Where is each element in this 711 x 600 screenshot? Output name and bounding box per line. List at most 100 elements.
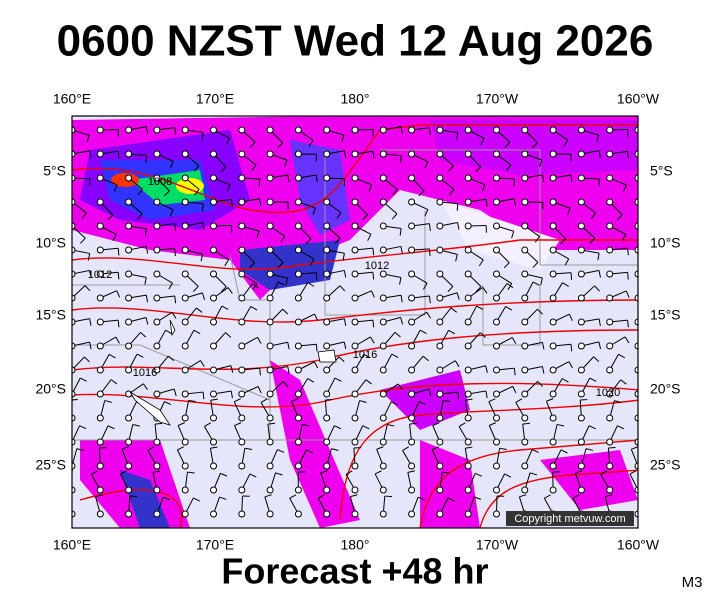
station	[323, 246, 331, 254]
barb-flag	[76, 448, 84, 452]
station	[379, 126, 387, 134]
barb-flag	[563, 140, 569, 147]
barb-flag	[629, 470, 637, 475]
station	[464, 318, 472, 326]
station	[153, 318, 161, 326]
barb-flag	[244, 447, 253, 450]
barb-flag	[210, 398, 218, 401]
station	[238, 366, 246, 374]
barb-flag	[409, 422, 417, 425]
barb-flag	[570, 344, 573, 352]
station	[125, 318, 133, 326]
barb-flag	[475, 286, 482, 293]
barb-staff	[637, 368, 638, 370]
station	[351, 174, 359, 182]
barb-flag	[368, 184, 373, 192]
station	[408, 318, 416, 326]
barb-flag	[432, 422, 440, 426]
barb-flag	[249, 262, 255, 269]
barb-flag	[515, 398, 523, 403]
barb-flag	[399, 277, 402, 285]
station	[521, 414, 529, 422]
barb-flag	[456, 292, 460, 300]
station	[606, 126, 614, 134]
barb-flag	[350, 494, 358, 498]
station	[238, 414, 246, 422]
barb-flag	[596, 134, 600, 143]
barb-flag	[257, 386, 262, 394]
barb-flag	[287, 174, 290, 183]
barb-flag	[474, 472, 483, 477]
station	[606, 150, 614, 158]
station	[238, 342, 246, 350]
barb-flag	[167, 355, 175, 362]
barb-flag	[397, 383, 403, 391]
barb-flag	[210, 446, 218, 449]
station	[351, 270, 359, 278]
station	[96, 246, 104, 254]
barb-flag	[589, 377, 597, 382]
station	[125, 390, 133, 398]
station	[72, 246, 76, 254]
station	[266, 438, 274, 446]
station	[266, 174, 274, 182]
station	[238, 150, 246, 158]
station	[493, 318, 500, 326]
station	[238, 246, 246, 254]
barb-flag	[89, 270, 92, 278]
barb-flag	[140, 332, 147, 338]
barb-flag	[589, 237, 596, 244]
barb-flag	[505, 306, 513, 311]
barb-flag	[362, 214, 368, 221]
barb-flag	[117, 248, 120, 256]
station	[436, 294, 444, 302]
station	[549, 390, 557, 398]
barb-flag	[312, 207, 316, 215]
station	[323, 486, 331, 494]
station	[238, 438, 246, 446]
station	[72, 390, 76, 398]
station	[634, 462, 638, 470]
barb-flag	[200, 254, 204, 262]
station	[379, 390, 387, 398]
barb-flag	[225, 138, 230, 145]
station	[606, 366, 614, 374]
barb-flag	[341, 135, 345, 143]
station	[408, 270, 416, 278]
station	[464, 462, 472, 470]
station	[210, 486, 217, 494]
map-area: 1008 1012 1012 1016 1016 1020 Copyright …	[72, 116, 652, 528]
station	[379, 366, 387, 374]
station	[634, 390, 638, 398]
barb-flag	[647, 189, 652, 195]
barb-flag	[230, 390, 233, 399]
station	[181, 486, 189, 494]
barb-flag	[307, 282, 315, 287]
barb-flag	[504, 141, 511, 148]
station	[408, 414, 416, 422]
station	[125, 126, 133, 134]
station	[408, 150, 416, 158]
barb-flag	[145, 317, 149, 325]
station	[323, 342, 331, 350]
barb-flag	[400, 155, 402, 163]
station	[210, 366, 217, 374]
barb-flag	[362, 425, 370, 430]
station	[521, 342, 529, 350]
station	[493, 438, 500, 446]
barb-flag	[309, 258, 315, 266]
barb-flag	[264, 494, 272, 498]
station	[493, 390, 500, 398]
barb-flag	[325, 399, 333, 401]
station	[96, 198, 104, 206]
barb-flag	[79, 425, 87, 430]
station	[493, 462, 500, 470]
isobar-label: 1020	[596, 387, 620, 399]
barb-flag	[537, 308, 543, 315]
station	[153, 126, 161, 134]
barb-flag	[617, 425, 625, 430]
station	[210, 342, 217, 350]
barb-flag	[171, 312, 177, 319]
barb-flag	[418, 401, 426, 406]
